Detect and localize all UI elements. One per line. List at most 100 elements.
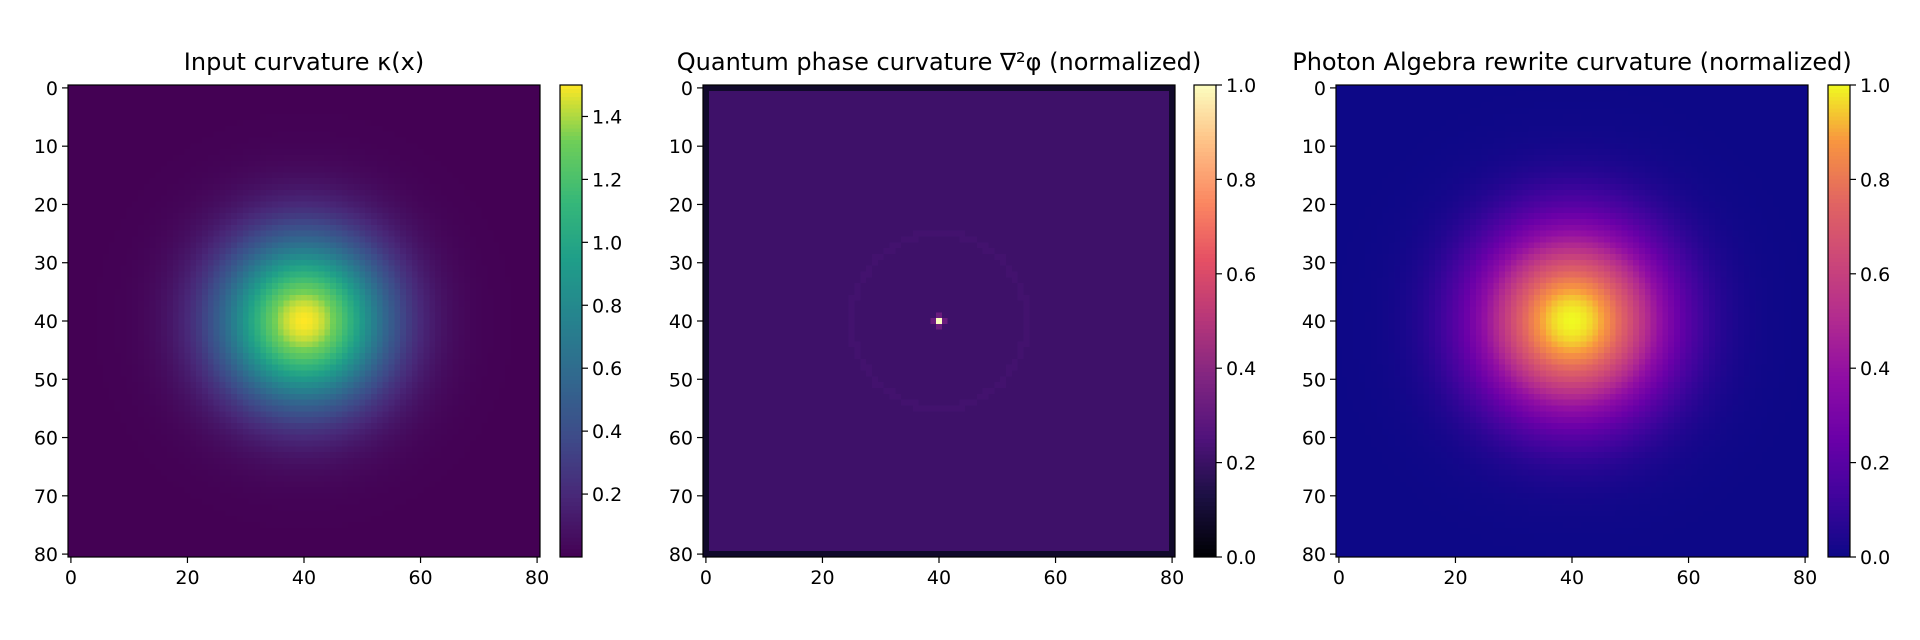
heatmap-cell	[359, 225, 365, 231]
heatmap-cell	[295, 85, 301, 91]
heatmap-cell	[453, 330, 459, 336]
heatmap-cell	[138, 266, 144, 272]
heatmap-cell	[115, 184, 121, 190]
heatmap-cell	[243, 202, 249, 208]
heatmap-cell	[179, 423, 185, 429]
heatmap-cell	[289, 85, 295, 91]
heatmap-cell	[126, 312, 132, 318]
heatmap-cell	[307, 120, 313, 126]
heatmap-cell	[523, 178, 529, 184]
heatmap-cell	[359, 149, 365, 155]
heatmap-cell	[115, 190, 121, 196]
heatmap-cell	[272, 184, 278, 190]
heatmap-cell	[464, 190, 470, 196]
heatmap-cell	[470, 237, 476, 243]
heatmap-cell	[249, 324, 255, 330]
heatmap-cell	[231, 184, 237, 190]
heatmap-cell	[249, 237, 255, 243]
heatmap-cell	[406, 85, 412, 91]
heatmap-cell	[441, 306, 447, 312]
heatmap-cell	[354, 277, 360, 283]
heatmap-cell	[441, 149, 447, 155]
heatmap-cell	[307, 137, 313, 143]
heatmap-cell	[453, 417, 459, 423]
heatmap-cell	[150, 440, 156, 446]
heatmap-cell	[488, 102, 494, 108]
heatmap-cell	[196, 440, 202, 446]
heatmap-cell	[243, 260, 249, 266]
heatmap-cell	[301, 102, 307, 108]
heatmap-cell	[284, 184, 290, 190]
heatmap-cell	[330, 312, 336, 318]
heatmap-cell	[354, 178, 360, 184]
heatmap-cell	[505, 242, 511, 248]
heatmap-cell	[342, 318, 348, 324]
heatmap-cell	[80, 400, 86, 406]
heatmap-cell	[394, 120, 400, 126]
heatmap-cell	[406, 242, 412, 248]
heatmap-cell	[144, 161, 150, 167]
heatmap-cell	[354, 108, 360, 114]
heatmap-cell	[254, 336, 260, 342]
heatmap-cell	[85, 435, 91, 441]
heatmap-cell	[132, 161, 138, 167]
heatmap-cell	[249, 149, 255, 155]
heatmap-cell	[429, 306, 435, 312]
heatmap-cell	[412, 295, 418, 301]
heatmap-cell	[266, 161, 272, 167]
heatmap-cell	[74, 435, 80, 441]
heatmap-cell	[388, 260, 394, 266]
heatmap-cell	[301, 376, 307, 382]
heatmap-cell	[528, 277, 534, 283]
heatmap-cell	[126, 231, 132, 237]
heatmap-cell	[505, 102, 511, 108]
heatmap-cell	[406, 91, 412, 97]
heatmap-cell	[155, 324, 161, 330]
heatmap-cell	[225, 301, 231, 307]
heatmap-cell	[458, 260, 464, 266]
heatmap-cell	[429, 324, 435, 330]
heatmap-cell	[348, 132, 354, 138]
heatmap-cell	[406, 405, 412, 411]
heatmap-cell	[354, 376, 360, 382]
heatmap-cell	[511, 330, 517, 336]
heatmap-cell	[324, 347, 330, 353]
heatmap-cell	[301, 365, 307, 371]
heatmap-cell	[272, 301, 278, 307]
heatmap-cell	[359, 237, 365, 243]
heatmap-cell	[423, 225, 429, 231]
heatmap-cell	[429, 318, 435, 324]
heatmap-cell	[68, 178, 74, 184]
heatmap-cell	[97, 306, 103, 312]
heatmap-cell	[307, 400, 313, 406]
heatmap-cell	[249, 271, 255, 277]
heatmap-cell	[511, 225, 517, 231]
heatmap-cell	[91, 231, 97, 237]
heatmap-cell	[249, 137, 255, 143]
heatmap-cell	[97, 254, 103, 260]
heatmap-cell	[249, 225, 255, 231]
heatmap-cell	[278, 371, 284, 377]
heatmap-cell	[418, 219, 424, 225]
heatmap-cell	[488, 178, 494, 184]
heatmap-cell	[499, 254, 505, 260]
heatmap-cell	[237, 440, 243, 446]
heatmap-cell	[324, 365, 330, 371]
heatmap-cell	[260, 405, 266, 411]
heatmap-cell	[196, 120, 202, 126]
heatmap-cell	[91, 306, 97, 312]
heatmap-cell	[418, 108, 424, 114]
heatmap-cell	[505, 423, 511, 429]
heatmap-cell	[412, 271, 418, 277]
heatmap-cell	[74, 132, 80, 138]
heatmap-cell	[435, 248, 441, 254]
heatmap-cell	[441, 91, 447, 97]
heatmap-cell	[284, 405, 290, 411]
heatmap-cell	[68, 114, 74, 120]
heatmap-cell	[190, 196, 196, 202]
heatmap-cell	[464, 137, 470, 143]
heatmap-cell	[196, 108, 202, 114]
heatmap-cell	[214, 405, 220, 411]
heatmap-cell	[307, 371, 313, 377]
heatmap-cell	[214, 394, 220, 400]
